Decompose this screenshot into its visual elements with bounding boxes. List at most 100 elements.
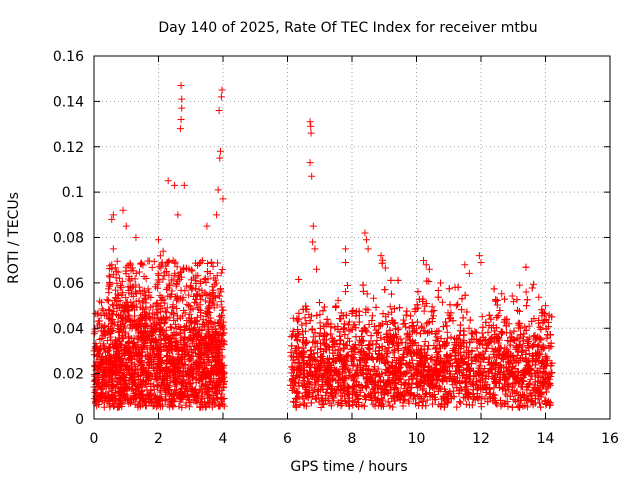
data-point-marker [186,310,194,318]
data-point-marker [109,341,117,349]
data-point-marker [217,393,225,401]
data-point-marker [516,319,524,327]
data-point-marker [118,402,126,410]
data-point-marker [144,392,152,400]
data-point-marker [528,284,536,292]
data-point-marker [215,319,223,327]
data-point-marker [165,271,173,279]
data-point-marker [522,302,530,310]
data-point-marker [466,316,474,324]
data-point-marker [159,247,167,255]
data-point-marker [456,398,464,406]
data-point-marker [186,380,194,388]
data-point-marker [523,296,531,304]
data-point-marker [515,307,523,315]
data-point-marker [214,356,222,364]
data-point-marker [443,322,451,330]
data-point-marker [152,394,160,402]
data-point-marker [478,313,486,321]
data-point-marker [114,384,122,392]
data-point-marker [414,318,422,326]
data-point-marker [399,402,407,410]
data-point-marker [91,310,99,318]
data-point-marker [499,329,507,337]
data-point-marker [192,394,200,402]
data-point-marker [219,306,227,314]
data-point-marker [202,380,210,388]
data-point-marker [211,364,219,372]
data-point-marker [487,315,495,323]
data-point-marker [157,323,165,331]
data-point-marker [381,264,389,272]
data-point-marker [99,353,107,361]
data-point-marker [208,403,216,411]
data-point-marker [111,336,119,344]
data-point-marker [129,378,137,386]
data-point-marker [166,379,174,387]
data-point-marker [459,314,467,322]
data-point-marker [134,372,142,380]
data-point-marker [138,357,146,364]
data-point-marker [309,333,317,341]
data-point-marker [424,345,432,353]
data-point-marker [437,279,445,287]
data-point-marker [150,385,158,393]
data-point-marker [170,361,178,369]
data-point-marker [327,330,335,338]
data-point-marker [420,307,428,315]
data-point-marker [155,397,163,405]
data-point-marker [183,393,191,401]
data-point-marker [208,367,216,375]
data-point-marker [211,399,219,407]
data-point-marker [218,375,226,383]
data-point-marker [220,361,228,369]
data-point-marker [116,365,124,373]
data-point-marker [462,400,470,408]
data-point-marker [100,311,108,319]
data-point-marker [298,321,306,329]
data-point-marker [424,319,432,327]
data-point-marker [101,356,109,364]
data-point-marker [107,366,115,374]
data-point-marker [506,329,514,337]
data-point-marker [496,362,504,370]
data-point-marker [217,400,225,408]
data-point-marker [334,345,342,353]
data-point-marker [166,314,174,322]
data-point-marker [342,288,350,296]
data-point-marker [303,305,311,313]
data-point-marker [159,275,167,283]
data-point-marker [96,297,104,305]
data-point-marker [468,347,476,355]
data-point-marker [164,358,172,366]
data-point-marker [458,295,466,303]
data-point-marker [423,277,431,285]
data-point-marker [189,337,197,345]
data-point-marker [394,276,402,284]
data-point-marker [316,311,324,319]
data-point-marker [213,389,221,397]
data-point-marker [369,340,377,348]
data-point-marker [191,298,199,306]
data-point-marker [452,302,460,310]
data-point-marker [403,307,411,315]
data-point-marker [176,358,184,366]
data-point-marker [212,379,220,387]
data-point-marker [92,339,100,347]
data-point-marker [443,328,451,336]
data-point-marker [372,303,380,311]
data-point-marker [147,380,155,388]
data-point-marker [294,343,302,351]
data-point-marker [113,257,121,265]
data-point-marker [97,324,105,332]
data-point-marker [493,313,501,321]
data-point-marker [369,312,377,320]
data-point-marker [219,329,227,337]
data-point-marker [185,372,193,380]
data-point-marker [202,365,210,373]
data-point-marker [438,298,446,306]
data-point-marker [95,368,103,376]
data-point-marker [454,300,462,308]
data-point-marker [394,346,402,354]
data-point-marker [492,296,500,304]
